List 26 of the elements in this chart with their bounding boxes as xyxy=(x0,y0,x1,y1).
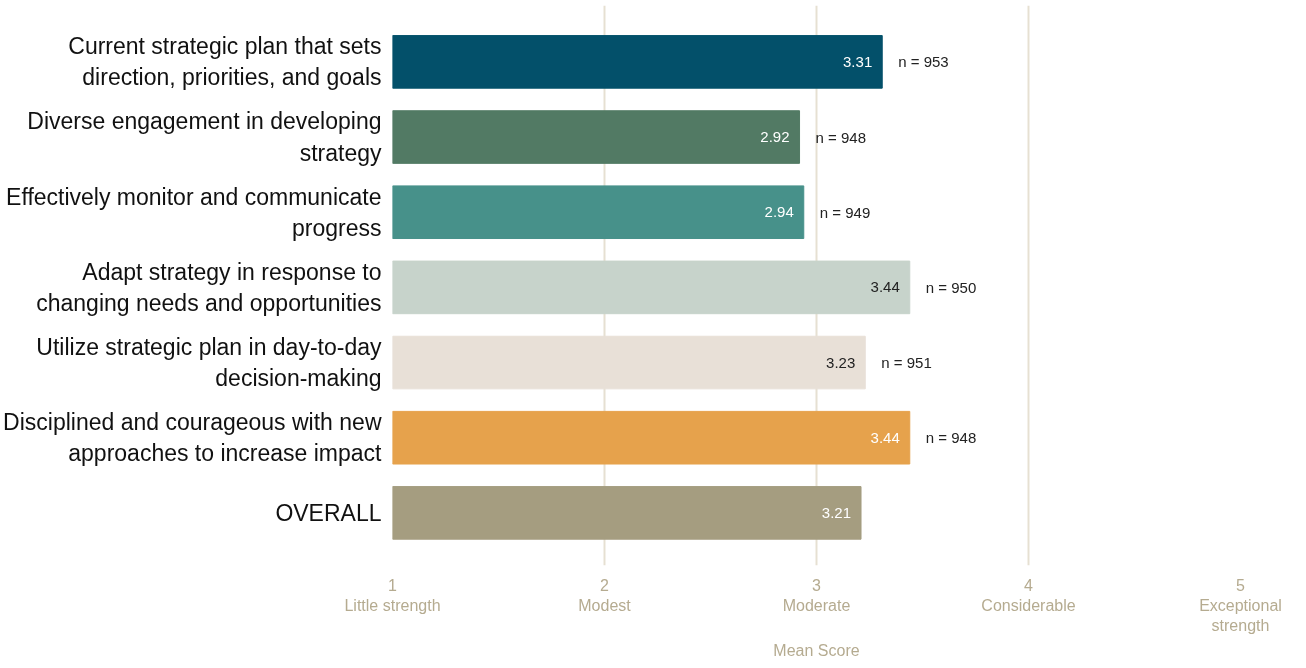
y-tick-label: Utilize strategic plan in day-to-day decision-making xyxy=(36,333,382,392)
data-label: 3.23 xyxy=(826,353,856,371)
x-tick-label: 4 Considerable xyxy=(981,576,1076,614)
annotation: n = 951 xyxy=(881,354,932,372)
annotation: n = 950 xyxy=(925,278,977,296)
y-tick-label: Current strategic plan that sets direction, priorities, and goals xyxy=(68,33,382,91)
y-tick-label: Diverse engagement in developing strategy xyxy=(27,108,382,166)
x-tick-label: 1 Little strength xyxy=(344,576,441,614)
y-tick-label: Disciplined and courageous with new approaches to increase impact xyxy=(3,409,383,467)
annotation: n = 949 xyxy=(819,203,871,221)
x-tick-label: 5 Exceptional strength xyxy=(1199,576,1282,635)
x-tick-label: 3 Moderate xyxy=(782,576,851,614)
data-label: 2.92 xyxy=(760,128,790,146)
annotation: n = 948 xyxy=(815,128,867,146)
y-tick-label: Adapt strategy in response to changing needs and opportunities xyxy=(36,258,382,316)
annotation: n = 948 xyxy=(925,429,977,447)
x-axis-title: Mean Score xyxy=(773,642,860,660)
x-tick-label: 2 Modest xyxy=(578,576,632,614)
annotation: n = 953 xyxy=(898,53,949,71)
data-label: 3.44 xyxy=(870,428,900,446)
data-label: 3.44 xyxy=(870,278,900,296)
y-tick-label: Effectively monitor and communicate progress xyxy=(6,183,382,241)
data-label: 2.94 xyxy=(764,203,794,221)
y-tick-label: OVERALL xyxy=(275,499,382,526)
data-label: 3.31 xyxy=(843,52,873,70)
data-label: 3.21 xyxy=(821,503,852,521)
